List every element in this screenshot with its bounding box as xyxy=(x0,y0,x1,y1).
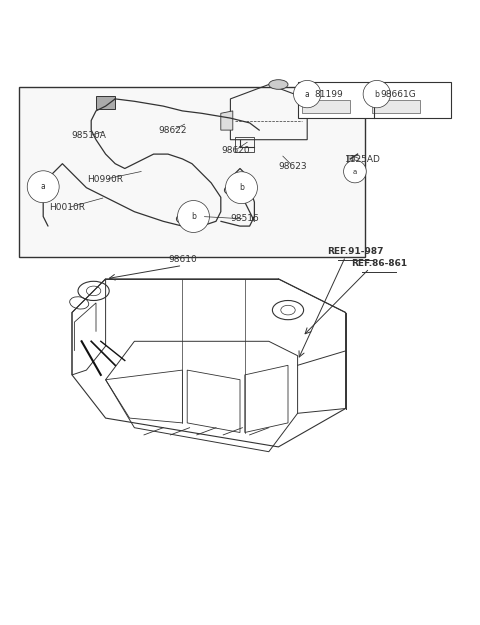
Bar xyxy=(298,82,451,118)
Text: 98516: 98516 xyxy=(230,214,259,223)
Bar xyxy=(347,155,354,162)
Bar xyxy=(302,100,350,113)
Polygon shape xyxy=(221,111,233,130)
Text: REF.86-861: REF.86-861 xyxy=(351,259,407,268)
Text: H0010R: H0010R xyxy=(49,203,85,212)
Text: b: b xyxy=(239,183,244,192)
Ellipse shape xyxy=(269,80,288,89)
Polygon shape xyxy=(96,96,115,109)
Text: a: a xyxy=(353,169,357,174)
Bar xyxy=(372,100,420,113)
Text: 98620: 98620 xyxy=(221,146,250,155)
Text: 98661G: 98661G xyxy=(381,89,416,99)
Bar xyxy=(19,87,365,258)
Text: a: a xyxy=(41,182,46,191)
Text: 1125AD: 1125AD xyxy=(345,156,380,164)
Text: 98610: 98610 xyxy=(168,254,197,264)
Text: 98622: 98622 xyxy=(158,126,187,134)
Text: 98510A: 98510A xyxy=(72,131,106,141)
Text: b: b xyxy=(374,89,379,99)
Text: 98623: 98623 xyxy=(278,162,307,171)
Bar xyxy=(235,138,254,152)
Text: H0990R: H0990R xyxy=(87,174,124,184)
Text: REF.91-987: REF.91-987 xyxy=(327,248,384,256)
Text: b: b xyxy=(191,212,196,221)
Text: a: a xyxy=(305,89,310,99)
Text: 81199: 81199 xyxy=(314,89,343,99)
